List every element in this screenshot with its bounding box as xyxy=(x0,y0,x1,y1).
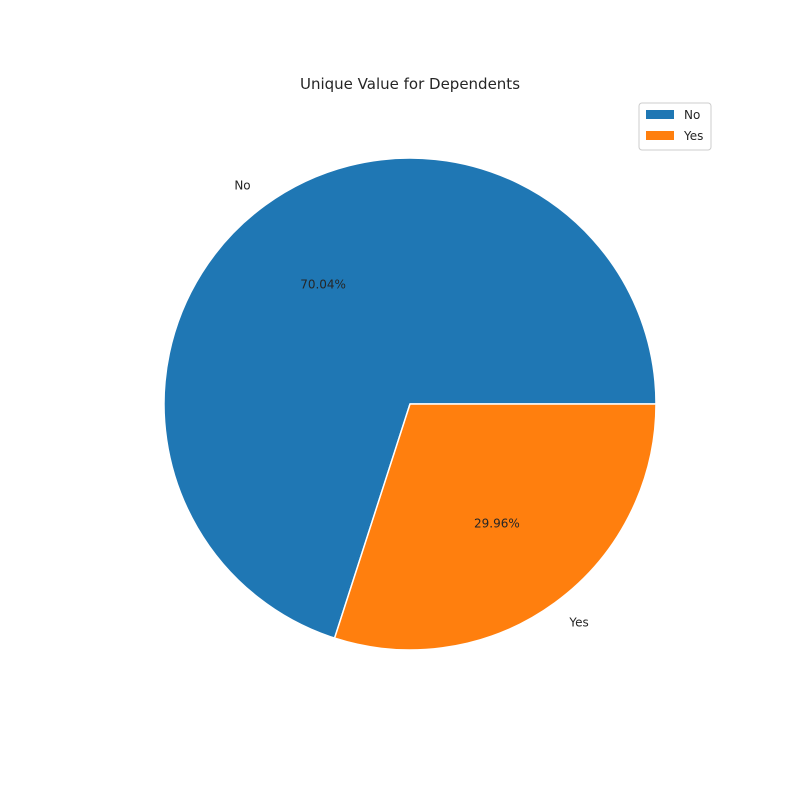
legend-swatch-yes xyxy=(646,131,674,140)
pie-labels: No 70.04% Yes 29.96% xyxy=(234,178,588,629)
slice-label-no: No xyxy=(234,178,250,192)
chart-title: Unique Value for Dependents xyxy=(300,75,520,93)
legend-label-yes: Yes xyxy=(683,129,703,143)
pie-slice-no xyxy=(163,157,657,639)
legend: No Yes xyxy=(638,102,712,151)
pie-slices xyxy=(163,157,657,651)
legend-label-no: No xyxy=(684,108,700,122)
percent-label-no: 70.04% xyxy=(300,278,346,292)
slice-label-yes: Yes xyxy=(568,616,588,630)
legend-swatch-no xyxy=(646,110,674,119)
percent-label-yes: 29.96% xyxy=(474,516,520,530)
pie-slice-yes xyxy=(333,403,657,651)
